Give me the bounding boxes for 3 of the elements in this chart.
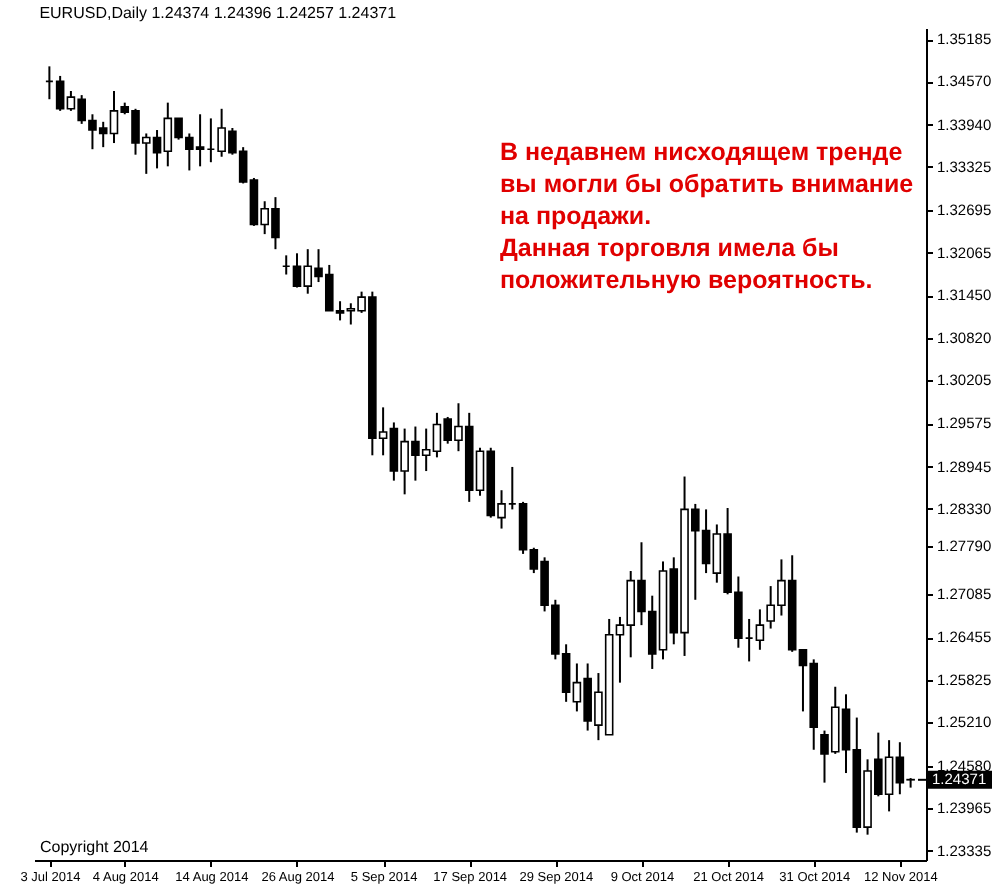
annotation: В недавнем нисходящем тренде вы могли бы обратить внимание на продажи. Данная торговля имела бы положительную вероятность. — [500, 138, 914, 294]
chart-title: EURUSD,Daily 1.24374 1.24396 1.24257 1.24371 — [39, 4, 398, 22]
annotation: Copyright 2014 — [40, 838, 150, 856]
